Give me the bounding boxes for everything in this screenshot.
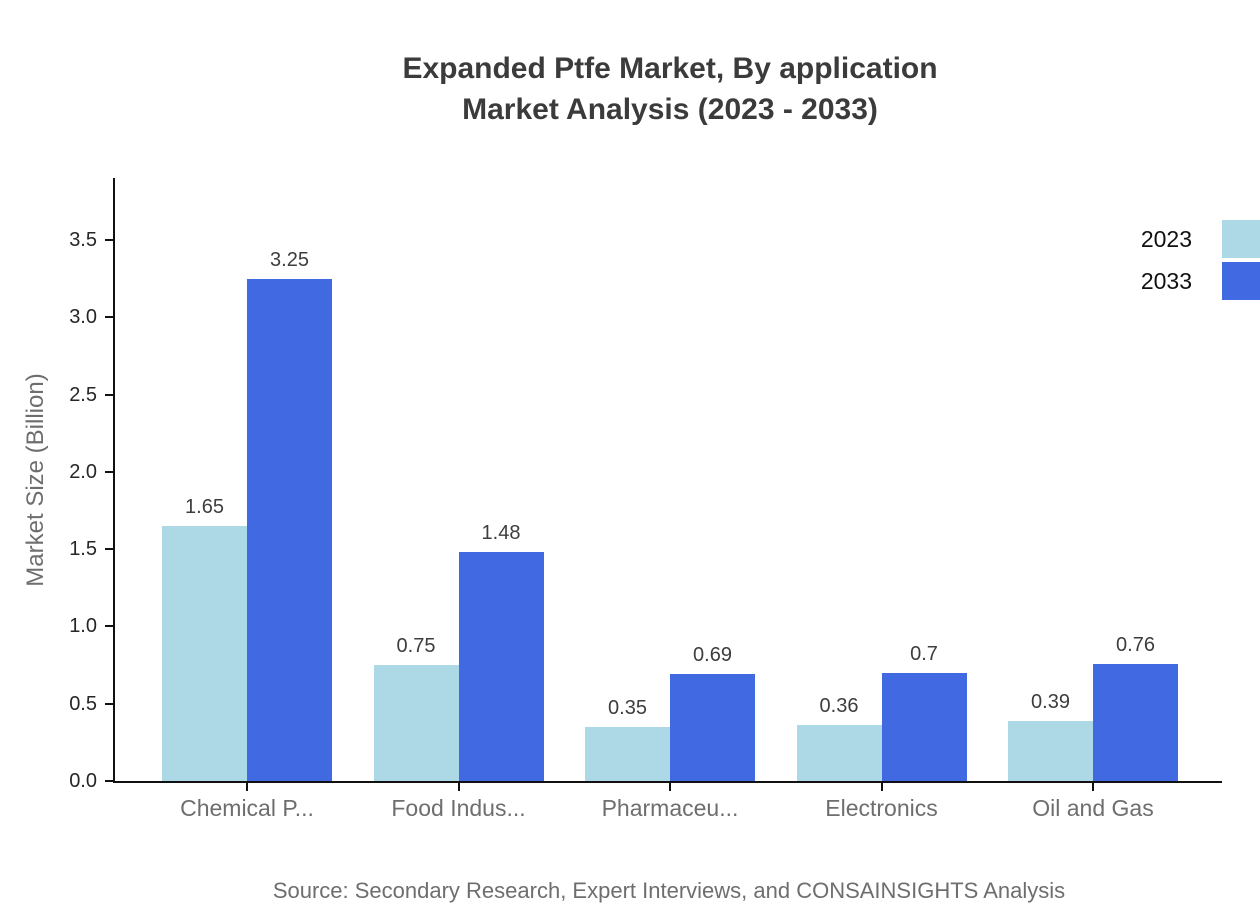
bar-2033-5 [1093,663,1178,781]
chart-title: Expanded Ptfe Market, By application Mar… [40,48,1260,130]
chart-title-line1: Expanded Ptfe Market, By application [402,52,938,85]
bar-2023-2 [373,665,459,781]
bar-2023-5 [1008,720,1093,781]
y-tick [105,393,113,396]
y-tick [105,316,113,319]
y-tick-label: 0.0 [69,770,97,792]
source-note: Source: Secondary Research, Expert Inter… [272,878,1066,903]
y-tick [105,780,113,782]
legend-item-2023: 2023 [1141,220,1260,258]
category-label: Chemical P... [180,795,314,821]
category-label: Oil and Gas [1032,795,1154,821]
x-tick [669,783,671,791]
y-tick [105,702,113,705]
category-label: Electronics [825,795,938,821]
bar-2033-3 [670,674,755,781]
value-label: 0.39 [1031,690,1070,713]
legend-label: 2033 [1140,268,1192,294]
value-label: 3.25 [270,248,309,271]
y-tick-label: 1.0 [69,615,97,638]
bar-2033-4 [881,672,967,781]
category-label: Food Indus... [391,795,526,821]
x-tick [246,783,248,791]
legend-item-2033: 2033 [1141,262,1260,300]
y-tick [105,548,113,551]
chart-title-line2: Market Analysis (2023 - 2033) [462,93,878,126]
y-tick-label: 0.5 [69,692,97,715]
legend-swatch [1222,220,1260,258]
x-axis-spine [113,781,1222,783]
y-tick-label: 1.5 [69,538,97,561]
x-tick [1092,783,1094,791]
value-label: 0.69 [693,644,732,667]
y-tick [105,239,113,241]
y-tick-label: 3.0 [69,306,97,329]
value-label: 0.7 [910,642,938,665]
y-tick-label: 2.0 [69,460,97,483]
y-tick-label: 3.5 [69,229,97,251]
legend-swatch [1222,262,1260,300]
value-label: 1.48 [481,522,521,545]
value-label: 1.65 [185,495,224,518]
x-tick [457,783,460,791]
legend: 2023 2033 [1141,220,1260,300]
value-label: 0.76 [1116,633,1155,656]
value-label: 0.36 [819,695,859,718]
y-tick [105,470,113,473]
legend-label: 2023 [1140,226,1192,252]
bar-2023-3 [585,726,670,781]
y-tick [105,625,113,628]
bar-2033-2 [458,552,544,781]
value-label: 0.75 [396,635,436,658]
x-tick [880,783,883,791]
bar-2023-4 [796,725,882,781]
category-label: Pharmaceu... [601,795,739,821]
bar-2023-1 [162,525,247,781]
bar-2033-1 [247,278,332,781]
y-axis-spine [113,178,115,783]
value-label: 0.35 [608,696,647,719]
y-tick-label: 2.5 [69,383,97,406]
